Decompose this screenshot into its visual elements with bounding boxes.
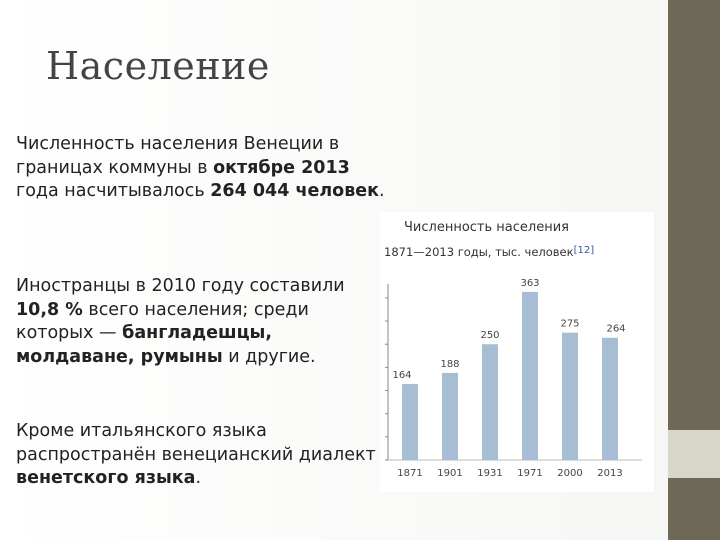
paragraph-population: Численность населения Венеции в границах… — [16, 133, 386, 204]
bold-span: венетского языка — [16, 468, 196, 488]
side-accent — [668, 430, 720, 478]
bar-1871 — [402, 384, 418, 460]
x-tick-label-1971: 1971 — [517, 468, 542, 479]
x-tick-label-1871: 1871 — [397, 468, 422, 479]
data-label-1971: 363 — [520, 278, 539, 289]
bold-span: бангладешцы, молдаване, румыны — [16, 323, 273, 367]
bold-span: 264 044 человек — [210, 181, 380, 201]
slide-title: Население — [46, 44, 270, 88]
chart-title: Численность населения — [404, 220, 569, 235]
paragraph-foreigners: Иностранцы в 2010 году составили 10,8 % … — [16, 275, 386, 369]
text-span: года насчитывалось — [16, 181, 211, 201]
data-label-1901: 188 — [440, 359, 459, 370]
bar-1931 — [482, 344, 498, 460]
bold-span: 10,8 % — [16, 299, 83, 320]
text-span: . — [195, 468, 202, 488]
text-span: всего населения; среди которых — — [16, 299, 309, 344]
x-tick-label-1931: 1931 — [477, 468, 502, 479]
text-span: Кроме итальянского языка распространён в… — [16, 421, 376, 465]
bar-2013 — [602, 337, 618, 460]
chart-subtitle-text: 1871—2013 годы, тыс. человек — [384, 245, 574, 259]
data-label-2013: 264 — [606, 324, 625, 335]
bar-2000 — [562, 332, 578, 460]
text-span: Иностранцы в 2010 году составили — [16, 276, 345, 296]
x-tick-label-1901: 1901 — [437, 468, 462, 479]
bar-1971 — [522, 291, 538, 460]
chart-subtitle: 1871—2013 годы, тыс. человек[12] — [384, 245, 594, 259]
data-label-1931: 250 — [480, 330, 499, 341]
text-span: . — [379, 181, 385, 201]
chart-reference-link[interactable]: [12] — [573, 245, 595, 256]
paragraph-language: Кроме итальянского языка распространён в… — [16, 420, 386, 491]
x-tick-label-2000: 2000 — [557, 468, 582, 479]
data-label-1871: 164 — [392, 370, 411, 381]
bold-span: октябре 2013 — [213, 157, 350, 178]
text-span: Численность населения Венеции в границах… — [16, 134, 340, 178]
text-span: и другие. — [222, 346, 316, 367]
population-chart: 164 1871 188 1901 250 1931 363 1971 275 2000 264 20… — [385, 278, 642, 479]
bar-1901 — [442, 372, 458, 460]
data-label-2000: 275 — [560, 319, 579, 330]
x-tick-label-2013: 2013 — [597, 468, 622, 479]
